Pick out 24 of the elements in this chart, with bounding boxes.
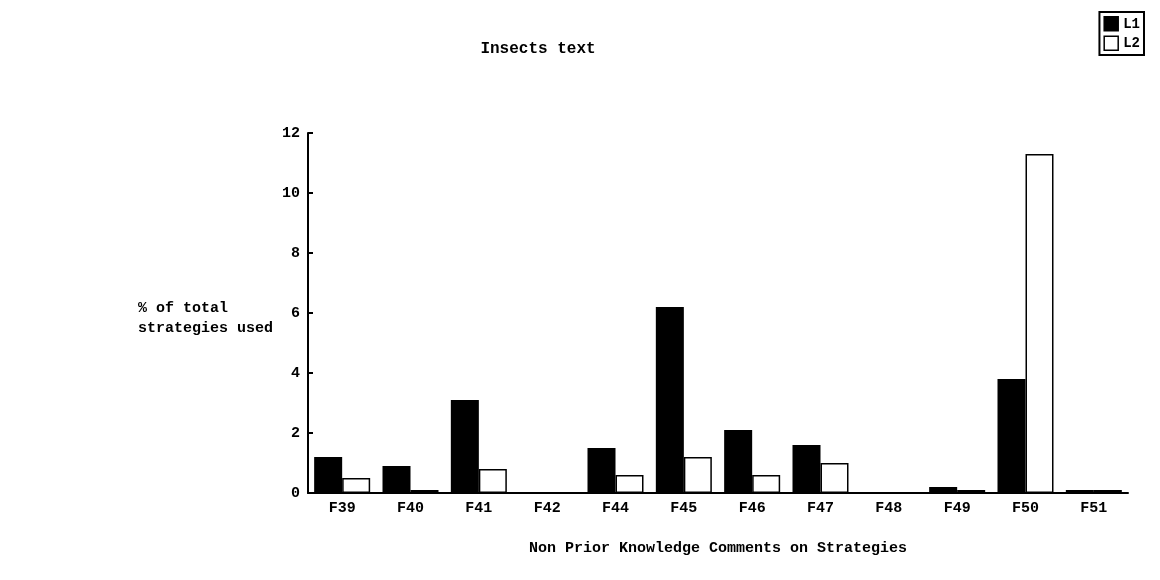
- y-tick-label: 4: [290, 364, 300, 382]
- y-tick-label: 0: [290, 484, 300, 502]
- x-tick-label: F45: [670, 500, 698, 517]
- y-axis-title: % of total strategies used: [138, 299, 274, 337]
- y-tick-label: 6: [290, 304, 300, 322]
- y-tick-label: 10: [281, 184, 300, 202]
- x-axis-title: Non Prior Knowledge Comments on Strategies: [528, 540, 908, 557]
- legend-label: L2: [1123, 35, 1141, 52]
- y-tick-label: 8: [290, 244, 300, 262]
- x-tick-label: F40: [396, 500, 425, 517]
- x-tick-label: F42: [533, 500, 561, 517]
- x-tick-label: F51: [1080, 500, 1108, 517]
- x-tick-label: F39: [328, 500, 356, 517]
- x-tick-label: F46: [738, 500, 766, 517]
- y-tick-label: 12: [281, 124, 300, 142]
- x-tick-label: F41: [465, 500, 493, 517]
- x-tick-label: F49: [943, 500, 971, 517]
- y-tick-label: 2: [290, 424, 300, 442]
- x-tick-label: F50: [1011, 500, 1040, 517]
- x-tick-label: F48: [875, 500, 903, 517]
- legend-label: L1: [1123, 15, 1141, 32]
- chart-title: Insects text: [480, 40, 596, 58]
- x-tick-label: F47: [806, 500, 835, 517]
- x-tick-label: F44: [601, 500, 630, 517]
